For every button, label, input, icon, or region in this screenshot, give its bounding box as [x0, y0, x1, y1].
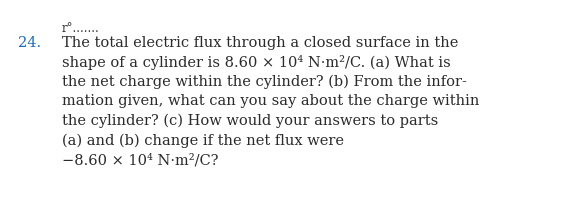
- Text: (a) and (b) change if the net flux were: (a) and (b) change if the net flux were: [62, 133, 344, 148]
- Text: −8.60 × 10⁴ N·m²/C?: −8.60 × 10⁴ N·m²/C?: [62, 153, 218, 167]
- Text: the net charge within the cylinder? (b) From the infor-: the net charge within the cylinder? (b) …: [62, 75, 467, 89]
- Text: 24.: 24.: [18, 36, 41, 50]
- Text: mation given, what can you say about the charge within: mation given, what can you say about the…: [62, 94, 480, 108]
- Text: shape of a cylinder is 8.60 × 10⁴ N·m²/C. (a) What is: shape of a cylinder is 8.60 × 10⁴ N·m²/C…: [62, 56, 451, 71]
- Text: The total electric flux through a closed surface in the: The total electric flux through a closed…: [62, 36, 458, 50]
- Text: the cylinder? (c) How would your answers to parts: the cylinder? (c) How would your answers…: [62, 114, 438, 128]
- Text: r°.......: r°.......: [62, 22, 100, 35]
